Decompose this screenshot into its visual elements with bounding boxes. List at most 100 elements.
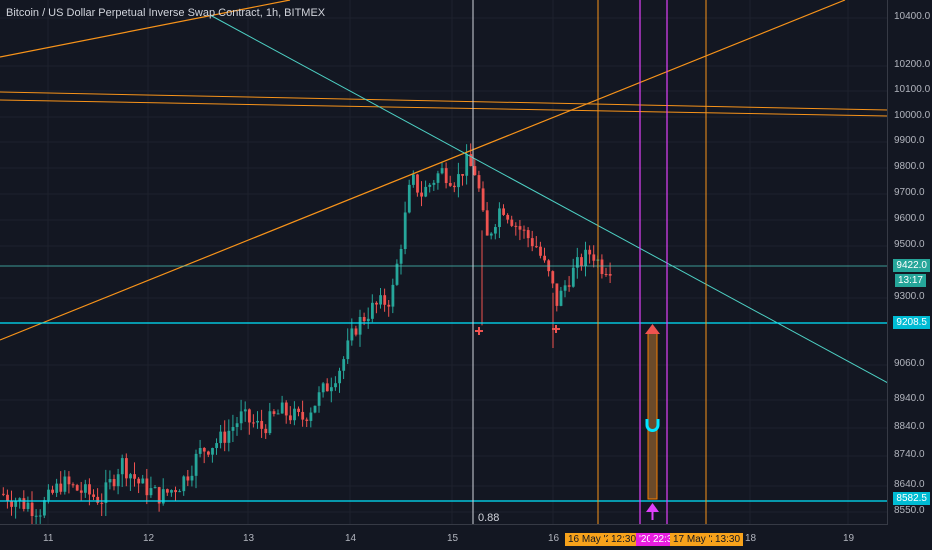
candle-body — [510, 219, 514, 226]
candle-body — [186, 476, 190, 481]
candle-body — [38, 515, 42, 517]
candle-body — [477, 175, 481, 189]
candle-body — [604, 274, 608, 276]
candle-body — [551, 271, 555, 284]
candle-body — [104, 482, 108, 504]
candle-body — [260, 420, 264, 429]
candle-body — [420, 192, 423, 197]
candle-body — [252, 422, 255, 424]
candle-body — [354, 328, 358, 335]
candle-body — [51, 489, 54, 493]
candle-body — [88, 484, 91, 495]
candle-body — [157, 487, 161, 504]
range-start-time-tag: 12:30 — [608, 533, 640, 546]
candle-body — [576, 257, 579, 268]
candle-body — [375, 302, 378, 305]
price-tick-label: 10000.0 — [894, 110, 931, 121]
candle-body — [440, 168, 444, 174]
candle-body — [63, 476, 67, 492]
candle-body — [67, 476, 71, 485]
candle-body — [30, 502, 34, 517]
candle-body — [120, 458, 124, 475]
candle-body — [149, 488, 153, 496]
candle-body — [137, 478, 141, 484]
candle-body — [96, 496, 100, 503]
price-tick-label: 8740.0 — [894, 449, 925, 460]
candle-body — [350, 328, 354, 341]
price-tick-label: 8840.0 — [894, 421, 925, 432]
candle-body — [178, 491, 182, 493]
candle-body — [358, 316, 362, 335]
candle-body — [227, 430, 231, 443]
candle-body — [436, 173, 440, 183]
candle-body — [428, 184, 432, 187]
candle-body — [407, 184, 411, 213]
candle-body — [555, 283, 559, 306]
candle-body — [276, 413, 280, 415]
candle-body — [506, 214, 510, 220]
price-tick-label: 10200.0 — [894, 59, 931, 70]
range-start-date-tag: 16 May '20 — [565, 533, 620, 546]
countdown-tag: 13:17 — [894, 274, 926, 287]
time-tick-label: 13 — [243, 533, 255, 544]
candle-body — [317, 392, 321, 406]
candle-body — [112, 479, 116, 487]
candle-body — [584, 249, 587, 267]
candle-body — [264, 428, 268, 434]
candle-body — [444, 168, 448, 184]
time-tick-label: 11 — [43, 533, 54, 544]
marker-time-tag: 22:3 — [650, 533, 676, 546]
candle-body — [473, 166, 477, 176]
candle-body — [461, 174, 464, 176]
candle-body — [26, 502, 30, 509]
candle-body — [75, 485, 79, 491]
candle-body — [182, 476, 186, 492]
time-tick-label: 18 — [745, 533, 757, 544]
candle-body — [71, 484, 75, 486]
candle-body — [10, 500, 13, 507]
candle-body — [313, 405, 317, 413]
candle-body — [539, 246, 542, 256]
range-end-time-tag: 13:30 — [712, 533, 744, 546]
level-lower-tag: 8582.5 — [893, 492, 930, 505]
candle-body — [391, 284, 395, 307]
candle-body — [100, 502, 104, 504]
candle-body — [133, 474, 136, 479]
candle-body — [567, 285, 571, 287]
candle-body — [563, 285, 567, 291]
candle-body — [166, 489, 169, 493]
candle-body — [481, 188, 485, 211]
price-tick-label: 9060.0 — [894, 358, 925, 369]
price-tick-label: 9600.0 — [894, 213, 925, 224]
candle-body — [498, 208, 501, 228]
candle-body — [383, 295, 387, 305]
candle-body — [34, 515, 38, 517]
candle-body — [47, 489, 50, 501]
candle-body — [453, 185, 456, 188]
chart-grid — [0, 0, 888, 525]
candle-body — [526, 230, 530, 239]
candle-body — [600, 259, 604, 275]
candle-body — [272, 411, 276, 414]
candle-body — [84, 484, 87, 493]
drawing-overlays — [0, 0, 889, 525]
time-tick-label: 19 — [843, 533, 855, 544]
candle-body — [223, 431, 227, 443]
candle-body — [399, 248, 403, 264]
candle-body — [403, 212, 407, 249]
candle-body — [465, 154, 469, 176]
candle-body — [518, 226, 522, 230]
candle-body — [362, 316, 366, 322]
candle-body — [301, 411, 305, 420]
candle-body — [366, 318, 370, 322]
price-tick-label: 9900.0 — [894, 135, 925, 146]
candle-body — [309, 412, 313, 421]
candle-body — [559, 290, 563, 306]
candle-body — [325, 383, 329, 392]
candle-body — [522, 229, 526, 231]
candle-body — [469, 154, 473, 167]
candle-body — [448, 183, 452, 186]
candle-body — [231, 427, 235, 431]
candle-body — [588, 249, 592, 255]
